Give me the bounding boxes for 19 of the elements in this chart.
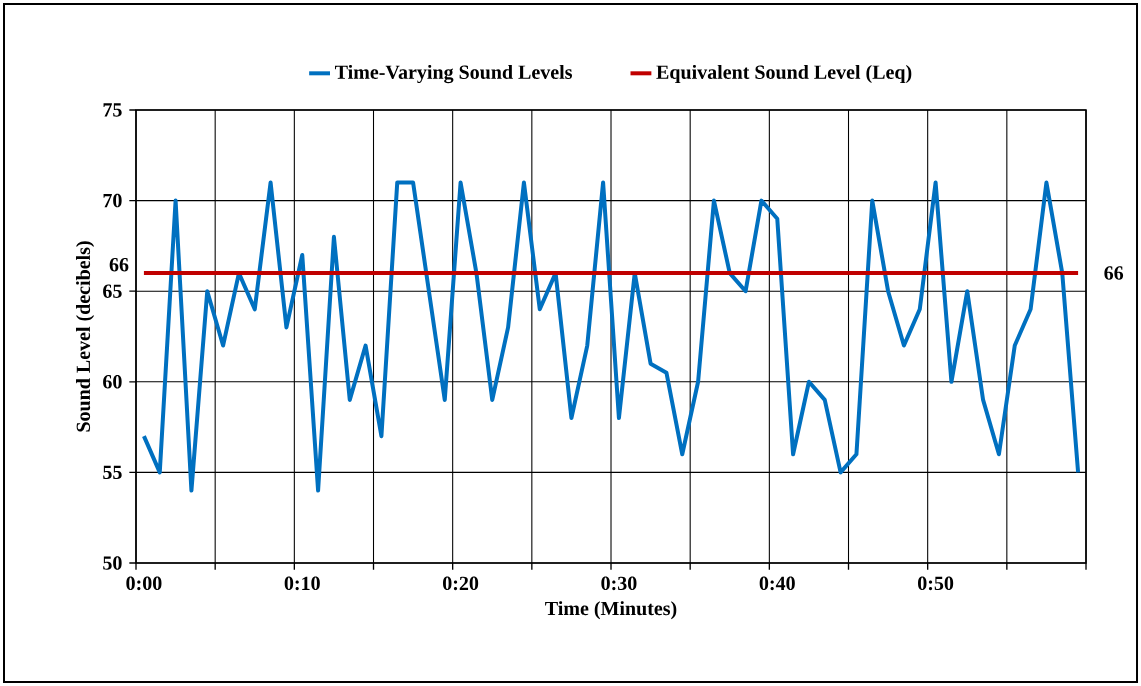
line-series: [141, 180, 1081, 493]
x-tick-label: 0:10: [284, 576, 320, 591]
legend-label: Time-Varying Sound Levels: [334, 64, 573, 84]
x-tick-label: 0:20: [443, 576, 479, 591]
x-axis-title: Time (Minutes): [545, 601, 677, 620]
y-tick-label: 70: [103, 193, 122, 208]
data-label: 66: [109, 258, 129, 272]
y-tick-label: 50: [103, 556, 122, 570]
x-tick-label: 0:30: [601, 576, 637, 591]
y-tick-label: 75: [103, 103, 122, 117]
y-tick-label: 55: [103, 465, 122, 480]
y-axis-title: Sound Level (decibels): [76, 241, 95, 432]
x-tick-label: 0:00: [126, 576, 162, 591]
data-label: 66: [1104, 266, 1124, 280]
legend-label: Equivalent Sound Level (Leq): [656, 64, 912, 84]
y-tick-label: 60: [103, 375, 122, 389]
x-tick-label: 0:40: [759, 576, 795, 591]
y-tick-label: 65: [103, 284, 122, 298]
x-tick-label: 0:50: [918, 576, 954, 591]
